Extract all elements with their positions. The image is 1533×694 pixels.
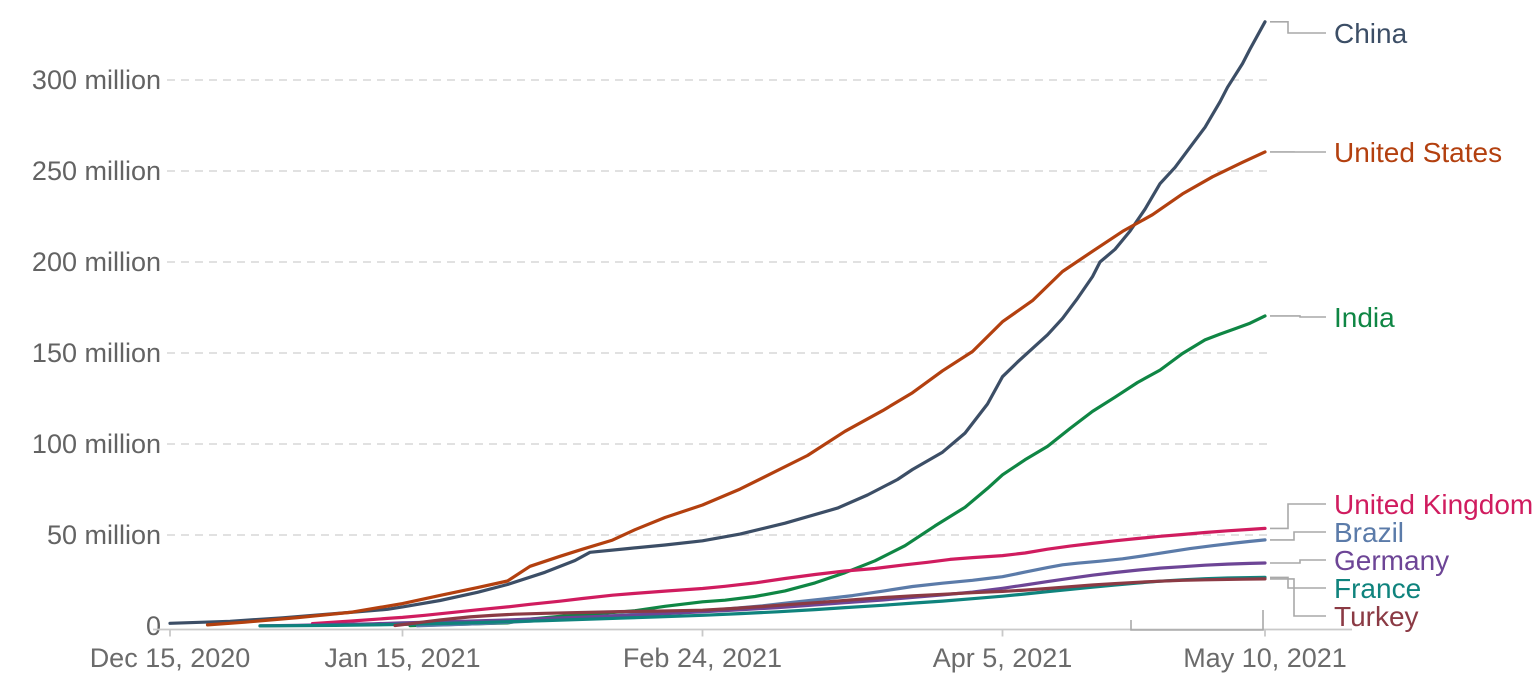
x-axis: Dec 15, 2020 Jan 15, 2021 Feb 24, 2021 Apr … bbox=[90, 610, 1352, 673]
y-tick-label: 0 bbox=[146, 611, 161, 641]
label-leader-china bbox=[1270, 20, 1326, 34]
label-leader-germany bbox=[1270, 559, 1326, 564]
x-tick-label: Dec 15, 2020 bbox=[90, 643, 251, 673]
leader-artifact bbox=[1130, 610, 1264, 631]
x-tick-label: May 10, 2021 bbox=[1183, 643, 1347, 673]
series-label-china[interactable]: China bbox=[1334, 18, 1408, 49]
label-leader-turkey bbox=[1270, 578, 1326, 617]
series-line-united-states[interactable] bbox=[205, 150, 1267, 627]
series-line-turkey[interactable] bbox=[393, 577, 1267, 628]
label-leader-india bbox=[1270, 315, 1326, 318]
gridlines: 0 50 million 100 million 150 million 200 mil… bbox=[32, 65, 1268, 641]
y-tick-label: 100 million bbox=[32, 429, 161, 459]
x-tick-label: Apr 5, 2021 bbox=[933, 643, 1073, 673]
x-tick-label: Jan 15, 2021 bbox=[324, 643, 480, 673]
series-label-united-states[interactable]: United States bbox=[1334, 137, 1502, 168]
series-label-india[interactable]: India bbox=[1334, 302, 1395, 333]
series-label-turkey[interactable]: Turkey bbox=[1334, 601, 1419, 632]
series-lines bbox=[168, 20, 1267, 628]
series-line-china[interactable] bbox=[168, 20, 1267, 625]
series-label-united-kingdom[interactable]: United Kingdom bbox=[1334, 489, 1533, 520]
series-line-india[interactable] bbox=[408, 314, 1267, 628]
series-line-united-kingdom[interactable] bbox=[310, 526, 1267, 626]
series-label-germany[interactable]: Germany bbox=[1334, 545, 1449, 576]
y-tick-label: 300 million bbox=[32, 65, 161, 95]
series-label-france[interactable]: France bbox=[1334, 573, 1421, 604]
y-tick-label: 250 million bbox=[32, 156, 161, 186]
series-label-brazil[interactable]: Brazil bbox=[1334, 517, 1404, 548]
y-tick-label: 50 million bbox=[47, 520, 161, 550]
label-leader-united-kingdom bbox=[1270, 503, 1326, 530]
label-leader-france bbox=[1270, 576, 1326, 589]
x-tick-label: Feb 24, 2021 bbox=[623, 643, 782, 673]
label-leader-brazil bbox=[1270, 531, 1326, 541]
series-labels: China United States India United KingdomBra… bbox=[1270, 18, 1533, 632]
y-tick-label: 150 million bbox=[32, 338, 161, 368]
y-tick-label: 200 million bbox=[32, 247, 161, 277]
